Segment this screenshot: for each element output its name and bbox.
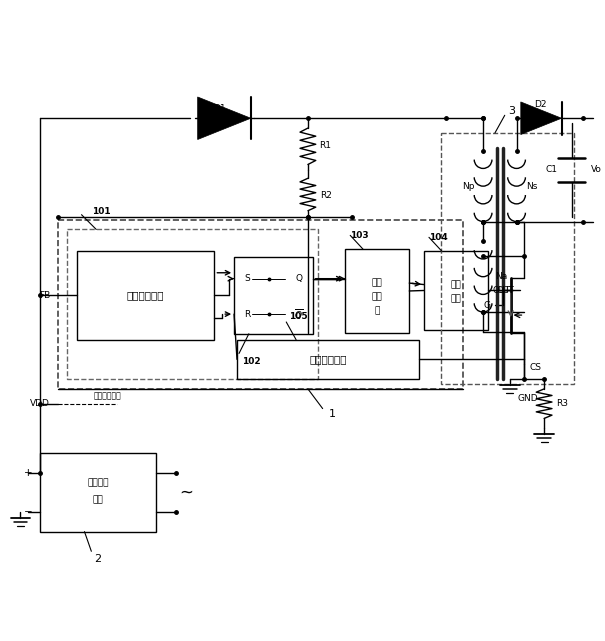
Text: ~: ~: [179, 483, 193, 501]
Text: 整流滤波: 整流滤波: [88, 478, 109, 487]
Text: S: S: [244, 274, 250, 283]
Text: +: +: [24, 467, 33, 478]
Text: −: −: [24, 507, 33, 517]
Text: R2: R2: [319, 190, 332, 199]
Bar: [77, 251, 214, 340]
Polygon shape: [198, 97, 251, 140]
Bar: [67, 229, 318, 379]
Text: D1: D1: [213, 104, 226, 113]
Text: GND: GND: [517, 394, 538, 403]
Text: 电压控制单元: 电压控制单元: [126, 290, 164, 301]
Text: Np: Np: [462, 181, 474, 190]
Text: 105: 105: [289, 312, 307, 320]
Text: OUT: OUT: [493, 286, 511, 295]
Text: 元: 元: [374, 306, 380, 315]
Text: 电流控制单元: 电流控制单元: [309, 354, 347, 364]
Bar: [441, 133, 574, 384]
Text: VDD: VDD: [30, 399, 50, 408]
Text: 斩波: 斩波: [372, 279, 382, 288]
Text: 1: 1: [329, 410, 336, 419]
Bar: [237, 340, 419, 379]
Bar: [58, 220, 463, 389]
Text: R1: R1: [319, 141, 332, 150]
Text: Ns: Ns: [526, 181, 537, 190]
Text: OUT: OUT: [497, 286, 515, 295]
Text: 器单: 器单: [372, 292, 382, 301]
Text: CS: CS: [529, 363, 541, 372]
Bar: [234, 257, 313, 334]
Text: 102: 102: [243, 357, 261, 366]
Text: 104: 104: [429, 233, 448, 242]
Text: FB: FB: [39, 291, 50, 300]
Bar: [424, 251, 488, 330]
Text: 驱动: 驱动: [451, 280, 462, 289]
Text: 单元: 单元: [451, 294, 462, 303]
Text: 103: 103: [350, 231, 369, 240]
Text: D2: D2: [534, 100, 546, 109]
Text: G: G: [483, 301, 491, 310]
Text: Vo: Vo: [591, 165, 602, 174]
Bar: [40, 453, 156, 531]
Text: $\overline{Q}$: $\overline{Q}$: [294, 306, 303, 322]
Text: 3: 3: [508, 106, 515, 117]
Text: Q: Q: [296, 274, 303, 283]
Text: R: R: [244, 310, 250, 319]
Text: R3: R3: [556, 399, 568, 408]
Bar: [345, 249, 409, 333]
Text: 101: 101: [92, 207, 111, 216]
Text: 芯内部各单元: 芯内部各单元: [93, 391, 121, 400]
Text: 单元: 单元: [93, 495, 103, 504]
Text: C1: C1: [546, 165, 558, 174]
Text: 2: 2: [94, 554, 101, 564]
Text: Na: Na: [495, 272, 507, 281]
Polygon shape: [521, 102, 561, 135]
